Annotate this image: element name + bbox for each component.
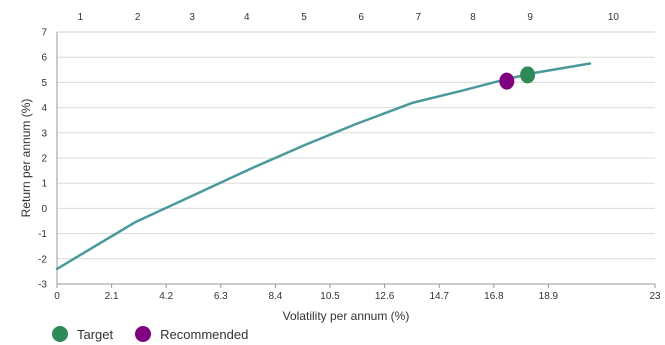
y-tick-label: 4 bbox=[41, 103, 47, 114]
x-tick-label: 2.1 bbox=[105, 291, 119, 302]
x-tick-label: 4.2 bbox=[159, 291, 173, 302]
y-tick-label: 5 bbox=[41, 78, 47, 89]
x-tick-label: 14.7 bbox=[429, 291, 449, 302]
y-tick-label: 0 bbox=[41, 204, 47, 215]
top-tick-label: 10 bbox=[608, 12, 620, 23]
x-axis-ticks: 0 2.1 4.2 6.3 8.4 10.5 12.6 14.7 16.8 18.9 23 bbox=[54, 284, 661, 302]
y-tick-label: 6 bbox=[41, 53, 47, 64]
x-tick-label: 12.6 bbox=[375, 291, 395, 302]
y-tick-label: 1 bbox=[41, 179, 47, 190]
frontier-line bbox=[55, 62, 592, 271]
top-tick-label: 2 bbox=[135, 12, 141, 23]
y-tick-label: -1 bbox=[38, 229, 47, 240]
series-group bbox=[55, 62, 592, 271]
grid-lines bbox=[57, 31, 655, 285]
top-tick-label: 8 bbox=[470, 12, 476, 23]
x-tick-label: 8.4 bbox=[268, 291, 282, 302]
y-tick-label: -2 bbox=[38, 254, 47, 265]
x-axis-label: Volatility per annum (%) bbox=[283, 309, 410, 323]
axes bbox=[56, 31, 655, 285]
legend-item-recommended[interactable]: Recommended bbox=[135, 326, 248, 342]
y-tick-label: 2 bbox=[41, 154, 47, 165]
top-tick-label: 7 bbox=[416, 12, 422, 23]
top-axis-ticks: 1 2 3 4 5 6 7 8 9 10 bbox=[78, 12, 620, 23]
top-tick-label: 9 bbox=[527, 12, 533, 23]
x-tick-label: 0 bbox=[54, 291, 60, 302]
top-tick-label: 6 bbox=[358, 12, 364, 23]
legend: Target Recommended bbox=[52, 326, 270, 342]
y-axis-label: Return per annum (%) bbox=[19, 99, 33, 218]
top-tick-label: 5 bbox=[301, 12, 307, 23]
point-recommended bbox=[499, 72, 515, 90]
legend-label-target: Target bbox=[77, 326, 114, 342]
top-tick-label: 1 bbox=[78, 12, 84, 23]
x-tick-label: 23 bbox=[649, 291, 661, 302]
point-target bbox=[520, 66, 536, 84]
y-tick-label: 7 bbox=[41, 28, 47, 39]
y-tick-label: 3 bbox=[41, 128, 47, 139]
legend-item-target[interactable]: Target bbox=[52, 326, 113, 342]
target-marker-icon bbox=[52, 326, 68, 342]
top-tick-label: 3 bbox=[189, 12, 195, 23]
legend-label-recommended: Recommended bbox=[160, 326, 249, 342]
x-tick-label: 10.5 bbox=[320, 291, 340, 302]
x-tick-label: 16.8 bbox=[484, 291, 504, 302]
y-axis-ticks: 7 6 5 4 3 2 1 0 -1 -2 -3 bbox=[38, 28, 47, 291]
recommended-marker-icon bbox=[135, 326, 152, 342]
highlight-points bbox=[499, 66, 536, 90]
top-tick-label: 4 bbox=[244, 12, 250, 23]
x-tick-label: 18.9 bbox=[539, 291, 559, 302]
x-tick-label: 6.3 bbox=[214, 291, 228, 302]
y-tick-label: -3 bbox=[38, 280, 47, 291]
